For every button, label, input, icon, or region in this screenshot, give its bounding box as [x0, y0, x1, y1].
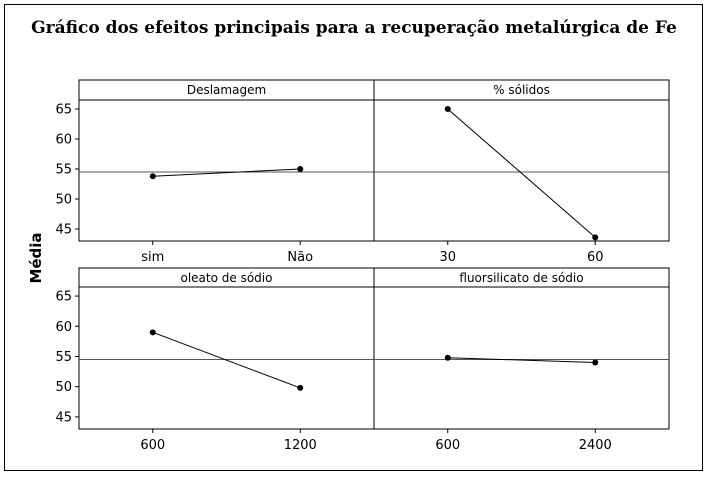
- panel-title-deslamagem: Deslamagem: [187, 83, 266, 97]
- data-point-fluorsilicato-de-sodio-2400: [592, 359, 599, 366]
- x-tick-label-fluorsilicato-de-sodio-600: 600: [435, 438, 460, 453]
- effect-line-fluorsilicato-de-sodio: [447, 357, 596, 364]
- x-tick-label-solidos-60: 60: [587, 250, 604, 265]
- x-tick-label-oleato-de-sodio-1200: 1200: [284, 438, 317, 453]
- x-tick-label-deslamagem-sim: sim: [141, 250, 164, 265]
- panel-title-oleato-de-sodio: oleato de sódio: [181, 271, 273, 285]
- chart-frame: [4, 4, 703, 471]
- y-tick-label-65: 65: [55, 103, 72, 118]
- y-tick-label-50: 50: [55, 380, 72, 395]
- data-point-solidos-30: [444, 106, 451, 112]
- effect-line-oleato-de-sodio: [152, 331, 301, 389]
- data-point-deslamagem-nao: [297, 166, 304, 172]
- y-axis-label: Média: [27, 232, 45, 283]
- panel-title-solidos: % sólidos: [493, 83, 550, 97]
- y-tick-label-45: 45: [55, 223, 72, 238]
- data-point-solidos-60: [592, 234, 599, 241]
- chart-title: Gráfico dos efeitos principais para a re…: [31, 18, 677, 38]
- data-point-oleato-de-sodio-600: [149, 329, 156, 336]
- data-point-deslamagem-sim: [149, 173, 156, 180]
- y-tick-label-60: 60: [55, 320, 72, 335]
- effect-line-solidos: [447, 108, 596, 238]
- x-tick-label-deslamagem-nao: Não: [287, 250, 313, 265]
- y-tick-label-65: 65: [55, 290, 72, 305]
- panel-frame-deslamagem: [78, 79, 375, 242]
- data-point-fluorsilicato-de-sodio-600: [444, 354, 451, 361]
- y-tick-label-50: 50: [55, 193, 72, 208]
- x-tick-label-solidos-30: 30: [439, 250, 456, 265]
- y-tick-label-45: 45: [55, 410, 72, 425]
- x-tick-label-oleato-de-sodio-600: 600: [140, 438, 165, 453]
- panel-frame-fluorsilicato-de-sodio: [373, 267, 670, 430]
- y-tick-label-55: 55: [55, 163, 72, 178]
- effect-line-deslamagem: [152, 168, 301, 177]
- panel-title-fluorsilicato-de-sodio: fluorsilicato de sódio: [459, 271, 583, 285]
- panel-frame-solidos: [373, 79, 670, 242]
- panels-group: Deslamagem 45 50 55 60 65 sim Não % sólidos 30 60 o…: [55, 79, 670, 453]
- y-tick-label-60: 60: [55, 133, 72, 148]
- x-tick-label-fluorsilicato-de-sodio-2400: 2400: [579, 438, 612, 453]
- data-point-oleato-de-sodio-1200: [297, 384, 304, 391]
- y-tick-label-55: 55: [55, 350, 72, 365]
- panel-frame-oleato-de-sodio: [78, 267, 375, 430]
